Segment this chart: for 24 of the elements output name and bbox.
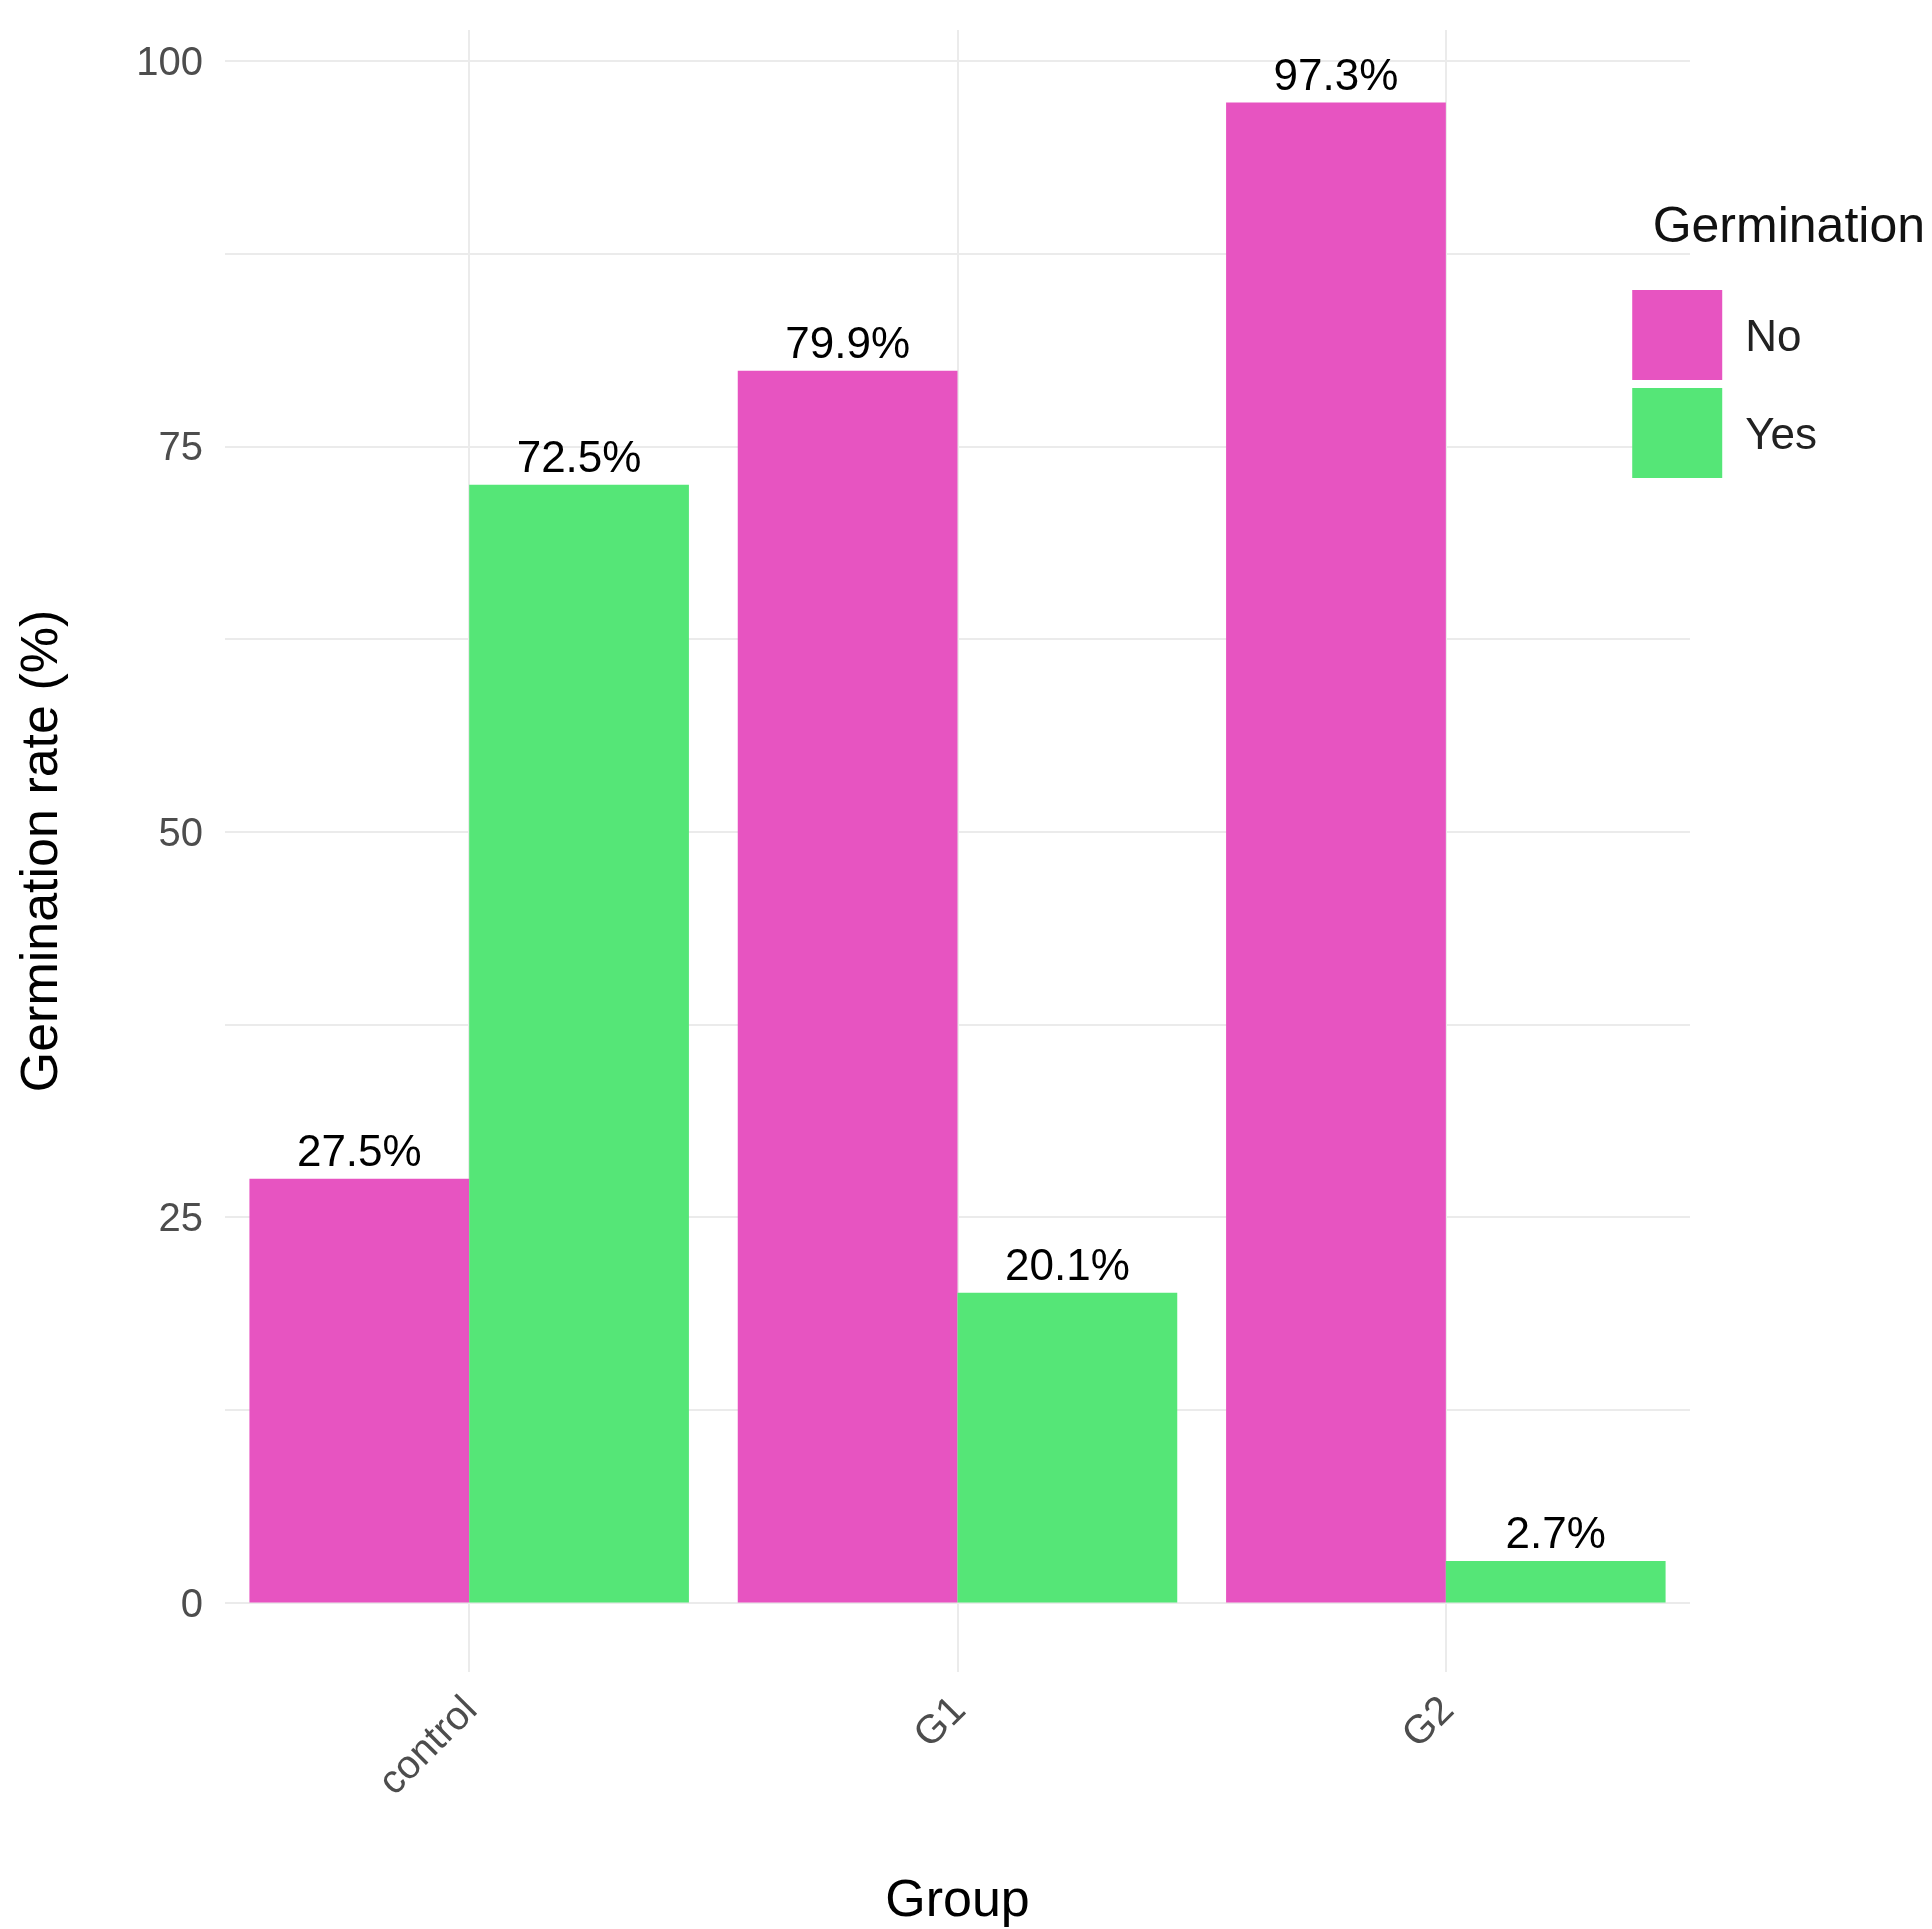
data-label: 20.1% — [1004, 1240, 1130, 1290]
data-label: 2.7% — [1505, 1508, 1606, 1558]
y-axis-title: Germination rate (%) — [10, 609, 68, 1093]
data-label: 79.9% — [785, 318, 911, 368]
y-tick-label: 100 — [136, 38, 203, 83]
y-tick-label: 75 — [158, 424, 203, 469]
x-tick-label: G1 — [904, 1686, 974, 1756]
bar — [1445, 1560, 1666, 1603]
data-label: 27.5% — [296, 1126, 422, 1176]
y-tick-label: 50 — [158, 809, 203, 854]
legend-label: Yes — [1745, 408, 1817, 458]
legend-label: No — [1745, 310, 1802, 360]
bar — [249, 1178, 470, 1603]
y-tick-label: 25 — [158, 1195, 203, 1240]
data-label: 97.3% — [1273, 49, 1399, 99]
x-axis-title: Group — [885, 1869, 1030, 1927]
bar — [1226, 102, 1446, 1603]
data-label: 72.5% — [516, 432, 642, 482]
x-tick-label: G2 — [1392, 1686, 1462, 1756]
bar — [957, 1292, 1178, 1603]
bar — [469, 484, 689, 1603]
bar — [737, 370, 958, 1603]
y-tick-label: 0 — [180, 1580, 203, 1625]
legend-title: Germination — [1652, 197, 1925, 253]
